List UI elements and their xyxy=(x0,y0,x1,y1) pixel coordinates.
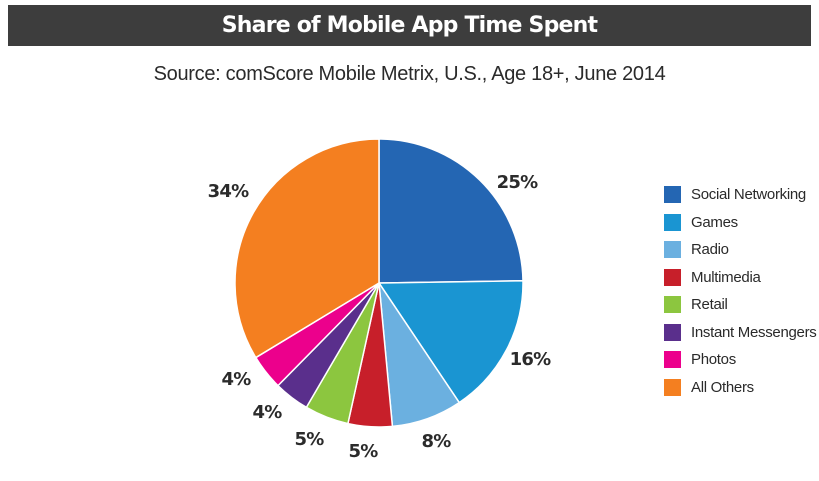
legend-swatch xyxy=(664,213,681,231)
legend-item-radio: Radio xyxy=(664,236,817,264)
legend-swatch xyxy=(664,351,681,369)
legend-item-social-networking: Social Networking xyxy=(664,181,817,209)
legend-item-all-others: All Others xyxy=(664,374,817,402)
legend-label: Instant Messengers xyxy=(691,323,817,341)
legend-label: Games xyxy=(691,213,738,231)
legend-label: Photos xyxy=(691,351,736,369)
slice-label-all-others: 34% xyxy=(208,181,249,202)
legend-item-instant-messengers: Instant Messengers xyxy=(664,319,817,347)
legend-label: Retail xyxy=(691,296,728,314)
pie-slice-all-others xyxy=(234,138,380,359)
legend-label: Multimedia xyxy=(691,268,761,286)
legend-swatch xyxy=(664,378,681,396)
legend-swatch xyxy=(664,268,681,286)
legend-swatch xyxy=(664,186,681,204)
slice-label-social-networking: 25% xyxy=(497,172,538,193)
slice-label-games: 16% xyxy=(510,349,551,370)
slice-label-instant-messengers: 4% xyxy=(253,402,283,423)
pie-slice-social-networking xyxy=(378,138,524,284)
legend-label: Radio xyxy=(691,241,729,259)
chart-subtitle: Source: comScore Mobile Metrix, U.S., Ag… xyxy=(153,63,666,85)
slice-label-retail: 5% xyxy=(295,429,325,450)
legend-item-photos: Photos xyxy=(664,346,817,374)
slice-label-photos: 4% xyxy=(222,369,252,390)
legend-label: Social Networking xyxy=(691,186,806,204)
chart-legend: Social Networking Games Radio Multimedia Ret… xyxy=(664,181,817,401)
legend-item-retail: Retail xyxy=(664,291,817,319)
legend-item-games: Games xyxy=(664,209,817,237)
slice-label-multimedia: 5% xyxy=(349,441,379,462)
legend-swatch xyxy=(664,323,681,341)
legend-label: All Others xyxy=(691,378,754,396)
pie-labels: 25% 16% 8% 5% 5% 4%4% 34% xyxy=(208,172,552,462)
legend-swatch xyxy=(664,241,681,259)
chart-title: Share of Mobile App Time Spent xyxy=(8,5,811,46)
pie-slice-games xyxy=(378,280,524,404)
legend-swatch xyxy=(664,296,681,314)
legend-item-multimedia: Multimedia xyxy=(664,264,817,292)
pie-slices xyxy=(234,138,524,428)
slice-label-radio: 8% xyxy=(422,431,452,452)
